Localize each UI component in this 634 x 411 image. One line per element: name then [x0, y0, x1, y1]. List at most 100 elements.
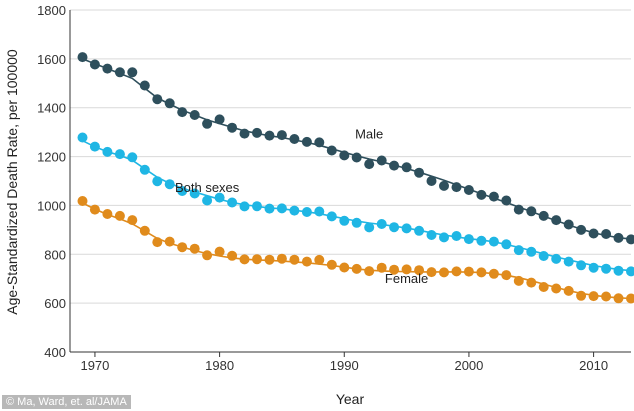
data-point-female	[513, 275, 524, 286]
data-point-male	[476, 189, 487, 200]
data-point-both-sexes	[239, 201, 250, 212]
data-point-female	[202, 250, 213, 261]
data-point-male	[77, 52, 88, 63]
data-point-female	[364, 266, 375, 277]
data-point-female	[189, 243, 200, 254]
series-label-female: Female	[385, 271, 428, 286]
data-point-male	[289, 134, 300, 144]
data-point-both-sexes	[189, 188, 200, 199]
data-point-both-sexes	[414, 225, 425, 236]
data-point-both-sexes	[152, 176, 163, 187]
data-point-female	[389, 264, 400, 275]
data-point-both-sexes	[501, 239, 512, 250]
data-point-female	[77, 196, 88, 206]
data-point-both-sexes	[301, 207, 312, 217]
data-point-female	[239, 254, 250, 265]
data-point-female	[264, 254, 275, 265]
data-point-female	[601, 291, 612, 302]
data-point-male	[202, 118, 213, 129]
data-point-both-sexes	[276, 203, 287, 214]
x-tick-label: 1980	[205, 358, 234, 373]
data-point-male	[626, 234, 634, 245]
data-point-female	[439, 267, 449, 278]
data-point-male	[588, 228, 599, 239]
data-point-male	[364, 159, 375, 170]
data-point-male	[551, 215, 562, 226]
data-point-male	[326, 145, 337, 156]
data-point-both-sexes	[339, 215, 350, 226]
data-point-both-sexes	[563, 256, 574, 267]
data-point-female	[551, 283, 562, 294]
data-point-both-sexes	[326, 211, 337, 222]
data-point-both-sexes	[89, 141, 100, 152]
data-point-both-sexes	[439, 232, 449, 243]
data-point-female	[89, 204, 100, 215]
data-point-female	[488, 268, 499, 279]
series-female	[77, 196, 634, 304]
y-tick-label: 800	[44, 247, 66, 262]
data-point-female	[227, 250, 238, 261]
data-point-female	[626, 293, 634, 304]
data-point-male	[239, 128, 250, 139]
data-point-both-sexes	[252, 201, 262, 212]
data-point-male	[414, 167, 425, 178]
data-point-female	[339, 262, 350, 273]
data-point-both-sexes	[426, 230, 437, 240]
data-point-both-sexes	[102, 146, 113, 157]
y-tick-label: 400	[44, 345, 66, 360]
y-tick-label: 1600	[37, 52, 66, 67]
gridlines	[70, 9, 631, 304]
data-point-male	[114, 67, 125, 78]
data-point-female	[139, 225, 150, 236]
data-point-female	[252, 254, 262, 265]
data-point-female	[326, 259, 337, 270]
data-point-both-sexes	[164, 179, 175, 190]
data-point-both-sexes	[139, 164, 150, 175]
series-both-sexes	[77, 132, 634, 277]
data-point-male	[389, 160, 400, 171]
data-point-female	[476, 267, 487, 278]
data-point-both-sexes	[364, 222, 375, 233]
data-point-female	[613, 293, 624, 304]
data-point-female	[114, 210, 125, 221]
x-tick-label: 2010	[579, 358, 608, 373]
y-axis-title: Age-Standardized Death Rate, per 100000	[4, 49, 20, 315]
data-point-female	[289, 254, 300, 265]
series-male	[77, 52, 634, 245]
data-point-female	[152, 237, 163, 248]
data-point-female	[526, 277, 537, 288]
data-point-both-sexes	[463, 234, 474, 245]
data-point-both-sexes	[613, 265, 624, 276]
series-label-male: Male	[355, 127, 383, 142]
data-point-both-sexes	[476, 235, 487, 246]
data-point-both-sexes	[177, 186, 188, 196]
data-point-male	[501, 195, 512, 206]
data-point-male	[463, 185, 474, 195]
data-point-both-sexes	[202, 195, 213, 206]
data-point-female	[127, 215, 138, 226]
data-point-both-sexes	[401, 223, 412, 234]
data-point-both-sexes	[526, 246, 537, 257]
data-point-both-sexes	[314, 206, 325, 217]
data-point-female	[276, 253, 287, 264]
data-point-male	[189, 110, 200, 120]
data-point-female	[451, 266, 462, 277]
data-point-female	[301, 256, 312, 267]
data-point-male	[526, 206, 537, 217]
data-point-male	[177, 107, 188, 118]
data-point-male	[214, 114, 225, 125]
data-point-male	[276, 130, 287, 141]
data-point-both-sexes	[77, 132, 88, 143]
data-point-male	[127, 67, 138, 78]
y-tick-label: 1800	[37, 3, 66, 18]
data-point-both-sexes	[551, 253, 562, 264]
data-point-both-sexes	[289, 205, 300, 216]
y-axis-ticks: 400 600 800 1000 1200 1400 1600 1800	[37, 3, 66, 360]
data-point-both-sexes	[601, 263, 612, 274]
data-point-female	[314, 254, 325, 265]
data-point-male	[89, 59, 100, 70]
data-point-male	[351, 152, 362, 163]
data-point-both-sexes	[376, 219, 387, 229]
y-tick-label: 600	[44, 296, 66, 311]
